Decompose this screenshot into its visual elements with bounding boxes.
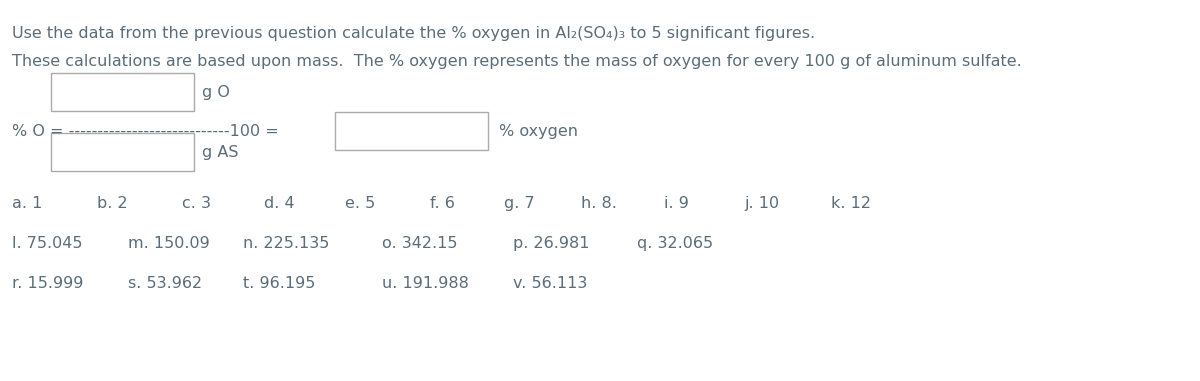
- Text: d. 4: d. 4: [264, 195, 294, 210]
- Text: q. 32.065: q. 32.065: [636, 235, 713, 250]
- Text: j. 10: j. 10: [745, 195, 780, 210]
- Text: p. 26.981: p. 26.981: [514, 235, 590, 250]
- Text: i. 9: i. 9: [665, 195, 689, 210]
- Text: % oxygen: % oxygen: [499, 123, 577, 139]
- Text: k. 12: k. 12: [830, 195, 871, 210]
- Text: l. 75.045: l. 75.045: [12, 235, 83, 250]
- Text: % O = ----------------------------100 =: % O = ----------------------------100 =: [12, 123, 278, 139]
- Text: o. 342.15: o. 342.15: [382, 235, 457, 250]
- Text: r. 15.999: r. 15.999: [12, 275, 84, 290]
- Text: t. 96.195: t. 96.195: [244, 275, 316, 290]
- Text: v. 56.113: v. 56.113: [514, 275, 588, 290]
- Text: These calculations are based upon mass.  The % oxygen represents the mass of oxy: These calculations are based upon mass. …: [12, 54, 1021, 69]
- Text: Use the data from the previous question calculate the % oxygen in Al₂(SO₄)₃ to 5: Use the data from the previous question …: [12, 26, 815, 41]
- FancyBboxPatch shape: [50, 73, 194, 111]
- Text: b. 2: b. 2: [97, 195, 127, 210]
- Text: e. 5: e. 5: [346, 195, 376, 210]
- Text: g O: g O: [202, 85, 229, 99]
- Text: h. 8.: h. 8.: [581, 195, 617, 210]
- Text: f. 6: f. 6: [430, 195, 455, 210]
- Text: g AS: g AS: [202, 144, 238, 160]
- Text: m. 150.09: m. 150.09: [127, 235, 210, 250]
- Text: c. 3: c. 3: [182, 195, 211, 210]
- FancyBboxPatch shape: [335, 112, 487, 150]
- Text: a. 1: a. 1: [12, 195, 42, 210]
- Text: s. 53.962: s. 53.962: [127, 275, 202, 290]
- Text: g. 7: g. 7: [504, 195, 535, 210]
- Text: n. 225.135: n. 225.135: [244, 235, 330, 250]
- FancyBboxPatch shape: [50, 133, 194, 171]
- Text: u. 191.988: u. 191.988: [382, 275, 469, 290]
